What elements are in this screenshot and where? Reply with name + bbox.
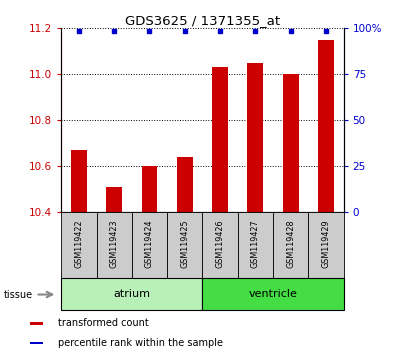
Bar bbox=[61, 212, 96, 278]
Text: percentile rank within the sample: percentile rank within the sample bbox=[58, 338, 223, 348]
Text: ventricle: ventricle bbox=[248, 289, 297, 299]
Text: GSM119427: GSM119427 bbox=[251, 219, 260, 268]
Bar bbox=[61, 278, 202, 310]
Text: atrium: atrium bbox=[113, 289, 150, 299]
Text: tissue: tissue bbox=[4, 290, 33, 299]
Bar bbox=[247, 63, 263, 212]
Text: GSM119423: GSM119423 bbox=[110, 219, 118, 268]
Text: transformed count: transformed count bbox=[58, 319, 149, 329]
Bar bbox=[106, 187, 122, 212]
Bar bbox=[212, 68, 228, 212]
Bar bbox=[141, 166, 158, 212]
Text: GSM119425: GSM119425 bbox=[180, 219, 189, 268]
Bar bbox=[238, 212, 273, 278]
Bar bbox=[96, 212, 132, 278]
Text: GSM119422: GSM119422 bbox=[74, 219, 83, 268]
Bar bbox=[30, 322, 43, 325]
Text: GSM119429: GSM119429 bbox=[322, 219, 331, 268]
Bar bbox=[30, 342, 43, 344]
Bar bbox=[202, 212, 238, 278]
Title: GDS3625 / 1371355_at: GDS3625 / 1371355_at bbox=[125, 14, 280, 27]
Text: GSM119426: GSM119426 bbox=[216, 219, 225, 268]
Bar bbox=[283, 74, 299, 212]
Bar bbox=[167, 212, 202, 278]
Bar bbox=[132, 212, 167, 278]
Text: GSM119424: GSM119424 bbox=[145, 219, 154, 268]
Bar bbox=[177, 157, 193, 212]
Bar bbox=[273, 212, 308, 278]
Bar bbox=[71, 150, 87, 212]
Bar bbox=[308, 212, 344, 278]
Bar bbox=[202, 278, 344, 310]
Bar bbox=[318, 40, 334, 212]
Text: GSM119428: GSM119428 bbox=[286, 219, 295, 268]
